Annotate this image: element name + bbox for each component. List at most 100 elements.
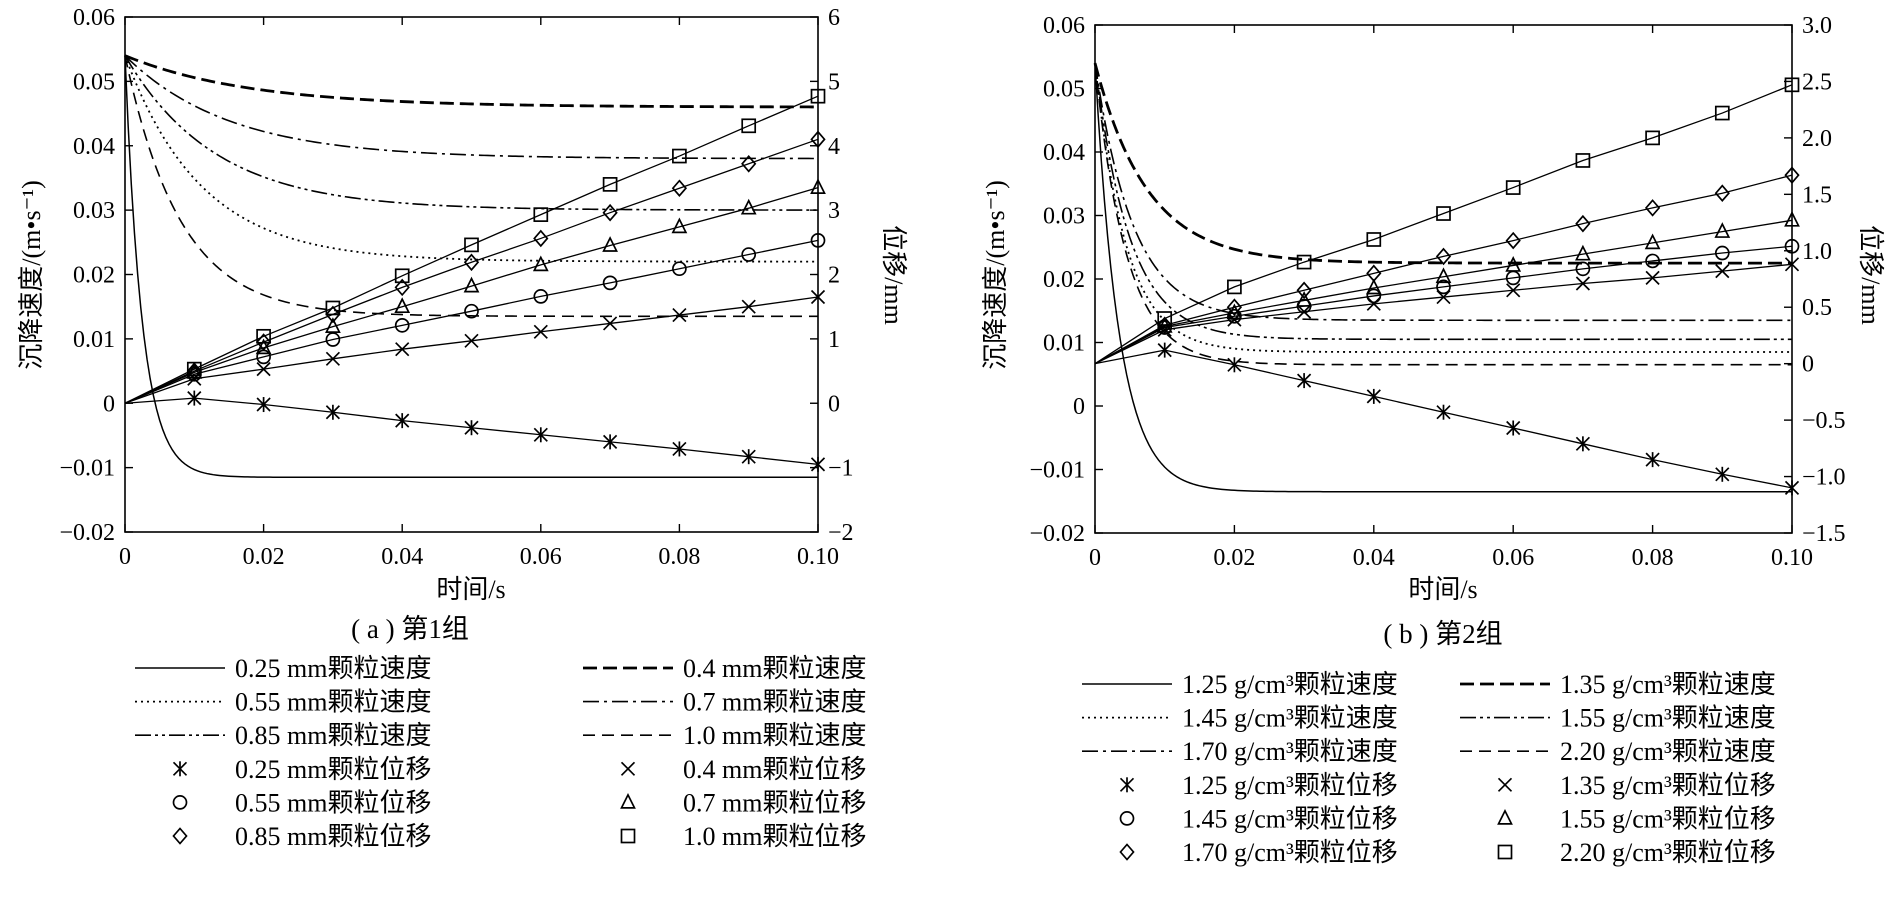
displacement-point <box>1784 257 1800 272</box>
legend-label: 1.45 g/cm³颗粒位移 <box>1182 804 1398 833</box>
y-right-tick-label: 0.5 <box>1802 295 1832 321</box>
displacement-point <box>1715 466 1730 482</box>
displacement-point <box>1715 263 1730 279</box>
x-tick-label: 0.06 <box>520 544 562 570</box>
x-tick-label: 0 <box>119 544 131 570</box>
panel-a: 0 0.02 0.04 0.06 0.08 0.10 0.06 0.05 0.04 0.03 0.0… <box>17 5 908 851</box>
legend-label: 0.4 mm颗粒速度 <box>683 654 866 683</box>
legend-label: 1.45 g/cm³颗粒速度 <box>1182 704 1398 733</box>
plot-frame-a <box>124 16 819 533</box>
legend-item: 0.7 mm颗粒位移 <box>620 788 866 817</box>
displacement-point <box>463 276 480 293</box>
displacement-point <box>1296 291 1312 307</box>
displacement-point <box>1227 279 1242 295</box>
y-left-tick-label: −0.01 <box>59 456 115 482</box>
y-left-tick-label: 0.04 <box>1043 140 1085 166</box>
displacement-line-6 <box>124 95 819 404</box>
displacement-point <box>394 318 410 333</box>
y-right-tick-label: −1.0 <box>1802 465 1846 491</box>
legend-marker-swatch <box>1119 843 1135 861</box>
legend-label: 2.20 g/cm³颗粒位移 <box>1560 838 1776 867</box>
displacement-point <box>1644 233 1661 250</box>
displacement-point <box>740 198 757 215</box>
displacement-line-4 <box>124 186 819 404</box>
legend-label: 1.25 g/cm³颗粒速度 <box>1182 670 1398 699</box>
displacement-point <box>533 289 549 304</box>
x-tick-label: 0.06 <box>1492 545 1534 571</box>
y-right-tick-label: 0 <box>1802 352 1814 378</box>
displacement-line-3 <box>1094 245 1793 365</box>
legend-item: 2.20 g/cm³颗粒位移 <box>1497 838 1776 867</box>
displacement-point <box>602 434 618 450</box>
displacement-line-5 <box>124 138 819 404</box>
displacement-point <box>671 217 688 234</box>
y-right-tick-label: 2.5 <box>1802 69 1832 95</box>
displacement-point <box>1645 130 1660 146</box>
displacement-point <box>464 237 479 253</box>
displacement-point <box>1506 283 1521 298</box>
y-right-tick-label: −0.5 <box>1802 408 1846 434</box>
displacement-point <box>810 130 826 149</box>
displacement-point <box>810 88 826 104</box>
displacement-point <box>1227 308 1242 324</box>
y-left-tick-label: 0 <box>103 391 115 417</box>
legend-label: 0.55 mm颗粒速度 <box>235 688 431 717</box>
legend-label: 0.55 mm颗粒位移 <box>235 788 431 817</box>
legend-marker-swatch <box>620 761 636 776</box>
legend-item: 0.55 mm颗粒位移 <box>172 788 431 817</box>
x-tick-label: 0.10 <box>797 544 839 570</box>
legend-item: 1.35 g/cm³颗粒位移 <box>1497 771 1776 800</box>
displacement-point <box>741 299 756 314</box>
velocity-line-1 <box>1094 63 1792 493</box>
legend-label: 1.55 g/cm³颗粒速度 <box>1560 704 1776 733</box>
displacement-point <box>1575 214 1591 233</box>
displacement-point <box>532 255 549 272</box>
legend-a: 0.25 mm颗粒速度 0.4 mm颗粒速度 0.55 mm颗粒速度 0.7 mm颗粒… <box>135 654 866 851</box>
y-right-tick-label: −1.5 <box>1802 521 1846 547</box>
y-left-tick-label: −0.02 <box>59 520 115 546</box>
velocity-curves-b <box>1093 62 1792 493</box>
displacement-point <box>1714 105 1730 121</box>
displacement-point <box>1575 276 1591 291</box>
displacement-point <box>602 275 618 291</box>
displacement-point <box>1575 153 1591 168</box>
x-tick-label: 0 <box>1089 545 1101 571</box>
displacement-point <box>463 253 480 272</box>
displacement-point <box>1436 279 1451 295</box>
y-right-tick-label: 1.0 <box>1802 239 1832 265</box>
legend-marker-swatch <box>1497 808 1513 825</box>
displacement-point <box>672 148 687 164</box>
y-left-tick-label: 0.05 <box>1043 77 1085 103</box>
displacement-point <box>1644 199 1661 217</box>
y-right-tick-label: 2.0 <box>1802 126 1832 152</box>
legend-label: 0.85 mm颗粒速度 <box>235 721 431 750</box>
displacement-point <box>1505 180 1521 195</box>
legend-item: 1.70 g/cm³颗粒速度 <box>1082 737 1398 766</box>
displacement-point <box>1575 261 1591 277</box>
y-right-tick-label: 3.0 <box>1802 13 1832 39</box>
legend-marker-swatch <box>1497 844 1513 860</box>
legend-label: 2.20 g/cm³颗粒速度 <box>1560 737 1776 766</box>
legend-label: 1.35 g/cm³颗粒速度 <box>1560 670 1776 699</box>
displacement-line-5 <box>1094 174 1793 365</box>
displacement-point <box>1366 288 1382 304</box>
displacement-series-a <box>124 88 826 472</box>
displacement-point <box>1436 404 1451 420</box>
legend-item: 1.70 g/cm³颗粒位移 <box>1119 838 1398 867</box>
displacement-point <box>1575 244 1591 261</box>
x-tick-label: 0.04 <box>381 544 423 570</box>
legend-item: 1.55 g/cm³颗粒位移 <box>1497 804 1776 833</box>
displacement-point <box>602 316 618 331</box>
legend-item: 0.7 mm颗粒速度 <box>583 688 866 717</box>
displacement-line-2 <box>124 296 819 404</box>
velocity-line-6 <box>124 55 818 318</box>
displacement-point <box>1435 247 1452 266</box>
legend-item: 1.35 g/cm³颗粒速度 <box>1460 670 1776 699</box>
legend-marker-swatch <box>620 792 636 809</box>
displacement-point <box>255 333 272 351</box>
y-right-tick-label: 1.5 <box>1802 182 1832 208</box>
displacement-point <box>533 427 548 443</box>
velocity-line-2 <box>124 54 819 109</box>
axes-a: 0 0.02 0.04 0.06 0.08 0.10 0.06 0.05 0.04 0.03 0.0… <box>59 5 853 570</box>
legend-marker-swatch <box>1119 777 1135 793</box>
